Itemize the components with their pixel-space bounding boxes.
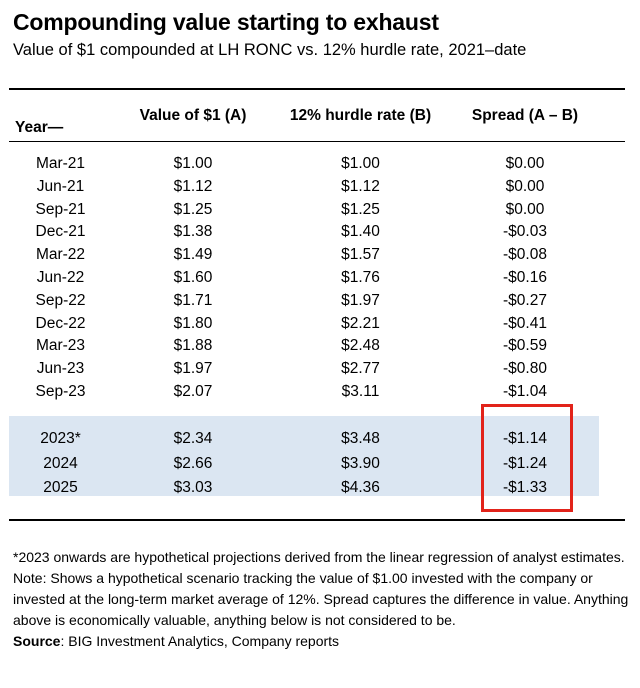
cell-value: $1.49 <box>173 246 213 264</box>
table-row: Mar-23 $1.88 $2.48 -$0.59 <box>9 337 625 357</box>
cell-hurdle: $4.36 <box>341 479 380 496</box>
cell-spread: $0.00 <box>505 200 545 218</box>
cell-spread: $0.00 <box>505 177 545 195</box>
source-line: Source: BIG Investment Analytics, Compan… <box>13 631 633 652</box>
table-row: Dec-22 $1.80 $2.21 -$0.41 <box>9 315 625 335</box>
cell-hurdle: $1.97 <box>341 291 380 309</box>
cell-spread: -$0.08 <box>503 246 547 264</box>
column-header-value: Value of $1 (A) <box>139 107 247 124</box>
cell-hurdle: $3.90 <box>341 454 380 472</box>
table-row: Sep-23 $2.07 $3.11 -$1.04 <box>9 383 625 403</box>
table-row: Sep-21 $1.25 $1.25 $0.00 <box>9 201 625 221</box>
cell-value: $1.38 <box>173 223 213 241</box>
cell-year: 2024 <box>43 454 78 472</box>
cell-hurdle: $2.77 <box>341 360 380 378</box>
cell-value: $1.12 <box>173 177 213 195</box>
cell-value: $2.66 <box>173 454 213 472</box>
footnote: *2023 onwards are hypothetical projectio… <box>13 549 625 565</box>
cell-value: $1.80 <box>173 314 213 332</box>
cell-spread: $0.00 <box>505 155 545 172</box>
table-row: 2025 $3.03 $4.36 -$1.33 <box>9 479 625 499</box>
cell-year: Sep-21 <box>35 200 86 218</box>
table-header-rule <box>9 141 625 142</box>
cell-year: Mar-21 <box>35 155 86 172</box>
page-subtitle: Value of $1 compounded at LH RONC vs. 12… <box>13 41 527 59</box>
table-row: Dec-21 $1.38 $1.40 -$0.03 <box>9 223 625 243</box>
cell-value: $1.88 <box>173 337 213 355</box>
cell-value: $1.60 <box>173 269 213 286</box>
cell-year: Dec-21 <box>35 223 86 241</box>
table-top-rule <box>9 88 625 90</box>
cell-year: Jun-21 <box>36 177 85 195</box>
cell-spread: -$0.59 <box>503 337 547 355</box>
cell-hurdle: $1.25 <box>341 200 380 218</box>
cell-year: Mar-22 <box>35 246 86 264</box>
cell-spread: -$0.03 <box>503 223 547 241</box>
table-row: 2024 $2.66 $3.90 -$1.24 <box>9 455 625 475</box>
cell-value: $3.03 <box>173 479 213 496</box>
table-row: Mar-21 $1.00 $1.00 $0.00 <box>9 155 625 175</box>
cell-year: Mar-23 <box>35 337 86 355</box>
cell-hurdle: $1.40 <box>341 223 380 241</box>
source-label: Source <box>13 633 61 649</box>
cell-hurdle: $3.11 <box>341 383 380 400</box>
cell-value: $2.07 <box>173 383 213 400</box>
notes-section: *2023 onwards are hypothetical projectio… <box>13 547 633 652</box>
cell-year: 2023* <box>40 430 81 447</box>
note-text: Note: Shows a hypothetical scenario trac… <box>13 570 629 628</box>
cell-spread: -$1.14 <box>503 430 547 447</box>
column-header-hurdle: 12% hurdle rate (B) <box>289 107 432 124</box>
cell-year: Jun-22 <box>36 269 85 286</box>
table-row: 2023* $2.34 $3.48 -$1.14 <box>9 430 625 450</box>
cell-value: $1.00 <box>173 155 213 172</box>
cell-hurdle: $1.00 <box>341 155 380 172</box>
cell-spread: -$0.16 <box>503 269 547 286</box>
cell-spread: -$0.41 <box>503 314 547 332</box>
source-text: : BIG Investment Analytics, Company repo… <box>60 633 340 649</box>
projection-band <box>9 416 599 496</box>
table-bottom-rule <box>9 519 625 521</box>
cell-year: Jun-23 <box>36 360 85 378</box>
cell-value: $1.97 <box>173 360 213 378</box>
cell-spread: -$1.04 <box>503 383 547 400</box>
table-row: Mar-22 $1.49 $1.57 -$0.08 <box>9 246 625 266</box>
column-header-year: Year— <box>15 119 64 136</box>
cell-hurdle: $3.48 <box>341 430 380 447</box>
cell-year: Sep-22 <box>35 291 86 309</box>
cell-spread: -$1.24 <box>503 454 547 472</box>
table-row: Jun-22 $1.60 $1.76 -$0.16 <box>9 269 625 289</box>
cell-hurdle: $1.12 <box>341 177 380 195</box>
cell-year: Sep-23 <box>35 383 86 400</box>
table-row: Sep-22 $1.71 $1.97 -$0.27 <box>9 292 625 312</box>
cell-value: $1.25 <box>173 200 213 218</box>
table-row: Jun-23 $1.97 $2.77 -$0.80 <box>9 360 625 380</box>
cell-spread: -$0.27 <box>503 291 547 309</box>
cell-value: $2.34 <box>173 430 213 447</box>
table-row: Jun-21 $1.12 $1.12 $0.00 <box>9 178 625 198</box>
cell-hurdle: $2.48 <box>341 337 380 355</box>
cell-spread: -$0.80 <box>503 360 547 378</box>
page-title: Compounding value starting to exhaust <box>13 9 439 35</box>
cell-year: Dec-22 <box>35 314 86 332</box>
cell-spread: -$1.33 <box>503 479 547 496</box>
cell-hurdle: $1.76 <box>341 269 380 286</box>
spread-highlight-box <box>481 404 573 512</box>
column-header-spread: Spread (A – B) <box>471 107 579 124</box>
cell-value: $1.71 <box>173 291 213 309</box>
cell-hurdle: $2.21 <box>341 314 380 332</box>
cell-year: 2025 <box>43 479 78 496</box>
cell-hurdle: $1.57 <box>341 246 380 264</box>
